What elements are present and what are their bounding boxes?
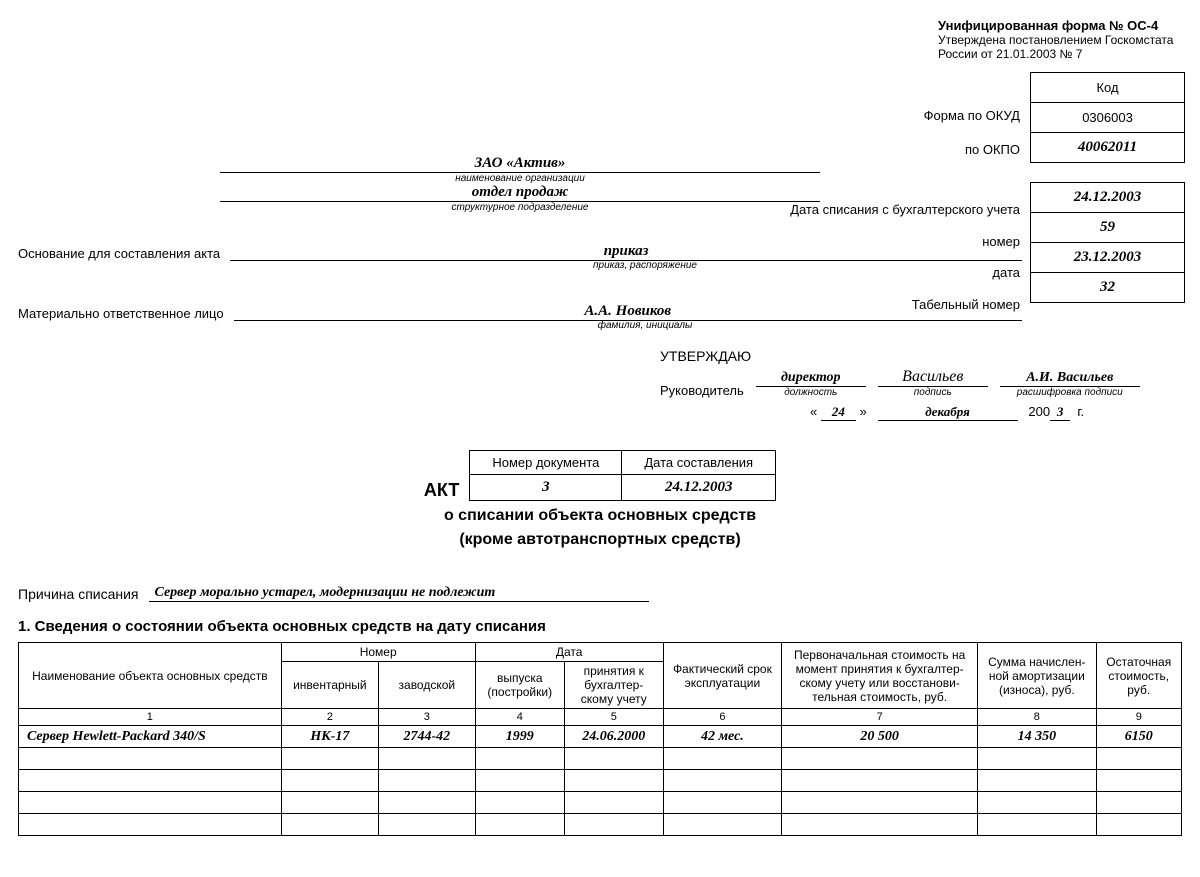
approve-day: 24 (821, 404, 856, 421)
approve-title: УТВЕРЖДАЮ (660, 348, 1180, 364)
org-dept: отдел продаж (220, 184, 820, 202)
th-residual: Остаточная стоимость, руб. (1096, 643, 1182, 709)
approve-signature: Васильев (878, 368, 988, 387)
table-row: Сервер Hewlett-Packard 340/S НК-17 2744-… (19, 726, 1182, 748)
row-inv: НК-17 (281, 726, 378, 748)
table-row (19, 792, 1182, 814)
table-row (19, 814, 1182, 836)
row-factory: 2744-42 (379, 726, 476, 748)
org-name-caption: наименование организации (18, 173, 1022, 184)
reason-value: Сервер морально устарел, модернизации не… (149, 585, 649, 602)
okud-value: 0306003 (1031, 103, 1185, 133)
org-name: ЗАО «Актив» (220, 155, 820, 173)
form-approved-date: России от 21.01.2003 № 7 (938, 47, 1182, 61)
row-amort: 14 350 (978, 726, 1096, 748)
row-name: Сервер Hewlett-Packard 340/S (19, 726, 282, 748)
th-accept: принятия к бухгалтер- скому учету (564, 662, 663, 709)
th-name: Наименование объекта основных средств (19, 643, 282, 709)
basis-value: приказ (230, 243, 1022, 261)
form-name: Унифицированная форма № ОС-4 (938, 18, 1182, 33)
approve-year: 3 (1050, 404, 1070, 421)
table-number-row: 1 2 3 4 5 6 7 8 9 (19, 709, 1182, 726)
approve-date: « 24 » декабря 2003 г. (810, 404, 1180, 421)
akt-title: АКТ (424, 480, 459, 501)
row-term: 42 мес. (663, 726, 781, 748)
responsible-caption: фамилия, инициалы (280, 320, 1010, 331)
akt-doc-num: 3 (470, 475, 622, 501)
approve-position: директор (756, 370, 866, 387)
basis-block: Основание для составления акта приказ (18, 243, 1022, 261)
approve-block: УТВЕРЖДАЮ Руководитель директор должност… (660, 348, 1180, 421)
th-fact-term: Фактический срок эксплуатации (663, 643, 781, 709)
approve-decipher-caption: расшифровка подписи (1000, 387, 1140, 398)
approve-year-prefix: 200 (1028, 404, 1050, 419)
akt-subtitle1: о списании объекта основных средств (18, 507, 1182, 525)
order-number-value: 59 (1031, 213, 1185, 243)
th-number: Номер (281, 643, 475, 662)
akt-doc-date: 24.12.2003 (622, 475, 776, 501)
tabel-number-value: 32 (1031, 273, 1185, 303)
responsible-block: Материально ответственное лицо А.А. Нови… (18, 303, 1022, 321)
okpo-value: 40062011 (1031, 133, 1185, 163)
row-accept: 24.06.2000 (564, 726, 663, 748)
section1-title: 1. Сведения о состоянии объекта основных… (18, 618, 546, 635)
org-dept-caption: структурное подразделение (18, 202, 1022, 213)
row-release: 1999 (475, 726, 564, 748)
th-amort: Сумма начислен- ной амортизации (износа)… (978, 643, 1096, 709)
form-header: Унифицированная форма № ОС-4 Утверждена … (938, 18, 1182, 61)
form-approved-by: Утверждена постановлением Госкомстата (938, 33, 1182, 47)
akt-block: АКТ Номер документа Дата составления 3 2… (18, 450, 1182, 549)
responsible-value: А.А. Новиков (234, 303, 1022, 321)
approve-decipher: А.И. Васильев (1000, 370, 1140, 387)
reason-label: Причина списания (18, 586, 149, 602)
akt-doc-num-label: Номер документа (470, 451, 622, 475)
responsible-label: Материально ответственное лицо (18, 306, 234, 321)
row-residual: 6150 (1096, 726, 1182, 748)
code-column: Код 0306003 40062011 24.12.2003 59 23.12… (1030, 72, 1185, 303)
akt-meta-table: Номер документа Дата составления 3 24.12… (469, 450, 776, 501)
akt-subtitle2: (кроме автотранспортных средств) (18, 531, 1182, 549)
main-table: Наименование объекта основных средств Но… (18, 642, 1182, 836)
basis-label: Основание для составления акта (18, 246, 230, 261)
table-row (19, 770, 1182, 792)
row-cost: 20 500 (782, 726, 978, 748)
organization-block: ЗАО «Актив» наименование организации отд… (18, 155, 1022, 213)
approve-position-caption: должность (756, 387, 866, 398)
order-date-value: 23.12.2003 (1031, 243, 1185, 273)
basis-caption: приказ, распоряжение (280, 260, 1010, 271)
label-form-okud: Форма по ОКУД (720, 108, 1020, 123)
akt-doc-date-label: Дата составления (622, 451, 776, 475)
date-accounting-value: 24.12.2003 (1031, 183, 1185, 213)
approve-month: декабря (878, 404, 1018, 421)
approve-year-suffix: г. (1077, 404, 1084, 419)
table-row (19, 748, 1182, 770)
kod-header: Код (1031, 73, 1185, 103)
th-release: выпуска (постройки) (475, 662, 564, 709)
approve-lead: Руководитель (660, 383, 744, 398)
th-factory: заводской (379, 662, 476, 709)
reason-block: Причина списания Сервер морально устарел… (18, 585, 1182, 602)
th-initial-cost: Первоначальная стоимость на момент приня… (782, 643, 978, 709)
th-inv: инвентарный (281, 662, 378, 709)
approve-signature-caption: подпись (878, 387, 988, 398)
th-date: Дата (475, 643, 663, 662)
